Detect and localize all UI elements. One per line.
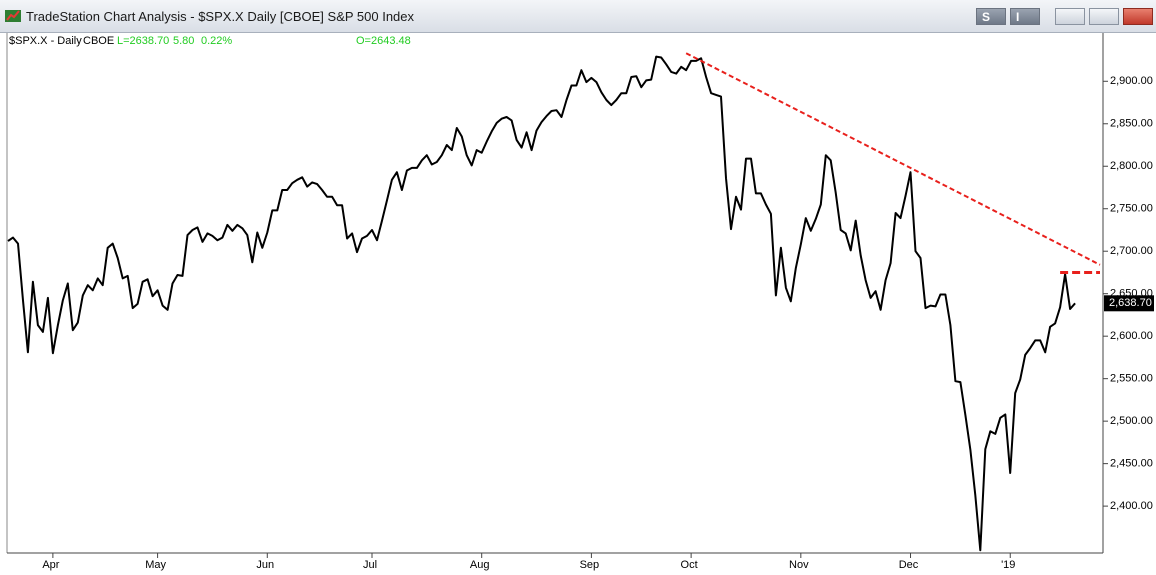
price-marker-label: 2,638.70	[1109, 297, 1152, 309]
x-tick-label: Apr	[42, 559, 59, 571]
x-tick-label: Jun	[256, 559, 274, 571]
y-tick-label: 2,800.00	[1110, 160, 1153, 172]
window-title: TradeStation Chart Analysis - $SPX.X Dai…	[26, 9, 415, 24]
open-label: O=2643.48	[356, 35, 411, 47]
trend-line	[685, 52, 1101, 266]
x-tick-label: Jul	[363, 559, 377, 571]
symbol-button[interactable]: S	[976, 8, 1006, 25]
x-tick-label: May	[145, 559, 166, 571]
app-icon	[5, 10, 21, 22]
last-label: L=2638.70	[117, 35, 169, 47]
y-tick-label: 2,850.00	[1110, 118, 1153, 130]
x-tick-label: Oct	[681, 559, 698, 571]
y-tick-label: 2,600.00	[1110, 330, 1153, 342]
change-label: 5.80	[173, 35, 194, 47]
close-button[interactable]	[1123, 8, 1153, 25]
price-marker	[1104, 295, 1154, 312]
x-tick-label: Sep	[580, 559, 600, 571]
change-pct-label: 0.22%	[201, 35, 232, 47]
x-tick-label: Dec	[899, 559, 919, 571]
symbol-label: $SPX.X - Daily	[9, 35, 82, 47]
y-tick-label: 2,400.00	[1110, 500, 1153, 512]
y-tick-label: 2,750.00	[1110, 203, 1153, 215]
y-tick-label: 2,550.00	[1110, 373, 1153, 385]
x-tick-label: Aug	[470, 559, 490, 571]
y-tick-label: 2,900.00	[1110, 75, 1153, 87]
minimize-button[interactable]	[1055, 8, 1085, 25]
x-tick-label: '19	[1001, 559, 1015, 571]
chart: $SPX.X - Daily CBOE L=2638.70 5.80 0.22%…	[6, 33, 1154, 571]
title-bar: TradeStation Chart Analysis - $SPX.X Dai…	[0, 0, 1156, 33]
y-tick-label: 2,450.00	[1110, 458, 1153, 470]
indicator-button[interactable]: I	[1010, 8, 1040, 25]
x-tick-label: Nov	[789, 559, 809, 571]
maximize-button[interactable]	[1089, 8, 1119, 25]
y-tick-label: 2,700.00	[1110, 245, 1153, 257]
exchange-label: CBOE	[83, 35, 114, 47]
price-line	[7, 55, 1076, 552]
y-tick-label: 2,500.00	[1110, 415, 1153, 427]
